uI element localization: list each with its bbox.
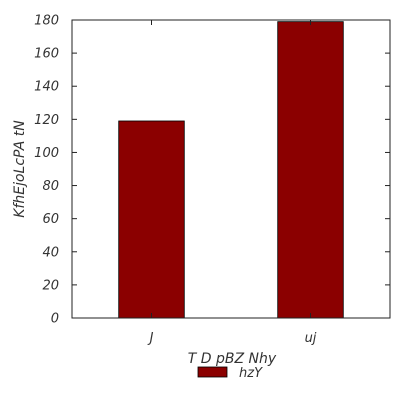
- x-tick-label: uj: [305, 331, 317, 346]
- x-axis-label: T D pBZ Nhy: [188, 351, 277, 367]
- y-tick-label: 140: [34, 80, 59, 95]
- y-axis-label: KfhEjoLcPA tN: [12, 120, 28, 218]
- y-tick-label: 120: [34, 113, 59, 128]
- legend: hzY: [197, 366, 263, 381]
- x-tick-label: J: [147, 331, 154, 346]
- plot-area: [118, 21, 344, 319]
- y-axis: 0 20 40 60 80 100 120 140 160 180: [34, 14, 390, 327]
- bar-J: [118, 120, 185, 319]
- y-tick-label: 20: [42, 278, 59, 293]
- y-tick-label: 80: [42, 179, 59, 194]
- y-tick-label: 180: [34, 14, 59, 29]
- legend-swatch: [197, 366, 228, 378]
- bar-uj: [277, 21, 344, 319]
- legend-label: hzY: [239, 366, 263, 381]
- y-tick-label: 60: [42, 212, 59, 227]
- y-tick-label: 100: [34, 146, 59, 161]
- plot-frame: [71, 19, 391, 319]
- y-tick-label: 40: [42, 245, 59, 260]
- y-tick-label: 160: [34, 47, 59, 62]
- y-tick-label: 0: [51, 312, 59, 327]
